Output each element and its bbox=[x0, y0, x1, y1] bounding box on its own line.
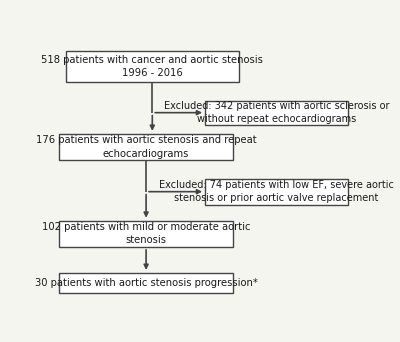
FancyBboxPatch shape bbox=[66, 51, 239, 82]
FancyBboxPatch shape bbox=[59, 273, 233, 292]
FancyBboxPatch shape bbox=[205, 101, 348, 125]
Text: 102 patients with mild or moderate aortic
stenosis: 102 patients with mild or moderate aorti… bbox=[42, 222, 250, 246]
Text: Excluded: 74 patients with low EF, severe aortic
stenosis or prior aortic valve : Excluded: 74 patients with low EF, sever… bbox=[159, 180, 394, 203]
Text: 176 patients with aortic stenosis and repeat
echocardiograms: 176 patients with aortic stenosis and re… bbox=[36, 135, 256, 158]
FancyBboxPatch shape bbox=[205, 179, 348, 205]
FancyBboxPatch shape bbox=[59, 221, 233, 247]
Text: Excluded: 342 patients with aortic sclerosis or
without repeat echocardiograms: Excluded: 342 patients with aortic scler… bbox=[164, 101, 389, 124]
FancyBboxPatch shape bbox=[59, 134, 233, 160]
Text: 30 patients with aortic stenosis progression*: 30 patients with aortic stenosis progres… bbox=[35, 278, 258, 288]
Text: 518 patients with cancer and aortic stenosis
1996 - 2016: 518 patients with cancer and aortic sten… bbox=[41, 55, 263, 78]
